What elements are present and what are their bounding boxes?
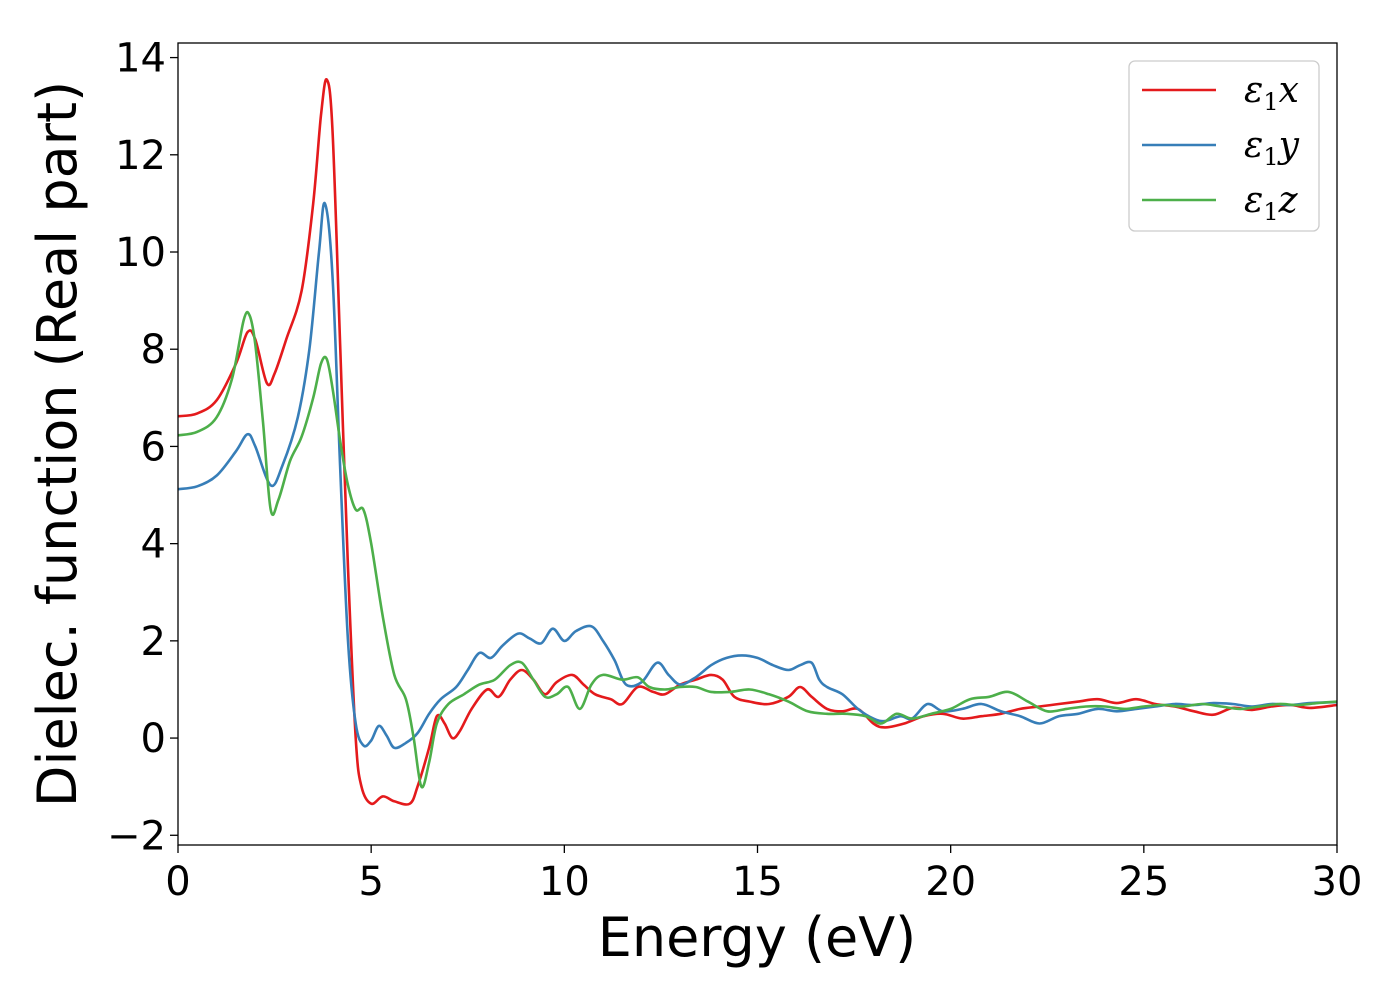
y-axis-label: Dielec. function (Real part) bbox=[26, 81, 89, 807]
legend-label-z: ε1z bbox=[1244, 180, 1299, 226]
y-tick-label: 12 bbox=[115, 133, 166, 179]
x-tick-label: 5 bbox=[358, 859, 383, 905]
x-tick-label: 25 bbox=[1118, 859, 1169, 905]
y-tick-label: 10 bbox=[115, 230, 166, 276]
y-tick-label: 2 bbox=[141, 619, 166, 665]
series-line-x bbox=[178, 78, 1337, 806]
x-axis-label: Energy (eV) bbox=[598, 906, 917, 969]
y-tick-label: 8 bbox=[141, 327, 166, 373]
series-line-y bbox=[178, 202, 1337, 750]
x-tick-label: 15 bbox=[732, 859, 783, 905]
x-tick-label: 30 bbox=[1312, 859, 1363, 905]
x-axis: 0 5 10 15 20 25 30 bbox=[165, 845, 1362, 905]
y-tick-label: −2 bbox=[107, 813, 166, 859]
y-tick-label: 14 bbox=[115, 36, 166, 82]
series-layer bbox=[178, 78, 1337, 806]
legend-label-y: ε1y bbox=[1244, 125, 1300, 171]
series-line-z bbox=[178, 310, 1337, 789]
y-tick-label: 0 bbox=[141, 716, 166, 762]
legend-frame bbox=[1128, 60, 1320, 232]
y-tick-label: 6 bbox=[141, 424, 166, 470]
x-tick-label: 0 bbox=[165, 859, 190, 905]
y-axis: −2 0 2 4 6 8 10 12 14 bbox=[107, 36, 178, 859]
x-tick-label: 10 bbox=[539, 859, 590, 905]
legend: ε1x ε1y ε1z bbox=[1128, 60, 1320, 232]
y-tick-label: 4 bbox=[141, 522, 166, 568]
x-tick-label: 20 bbox=[925, 859, 976, 905]
legend-label-x: ε1x bbox=[1244, 70, 1299, 116]
